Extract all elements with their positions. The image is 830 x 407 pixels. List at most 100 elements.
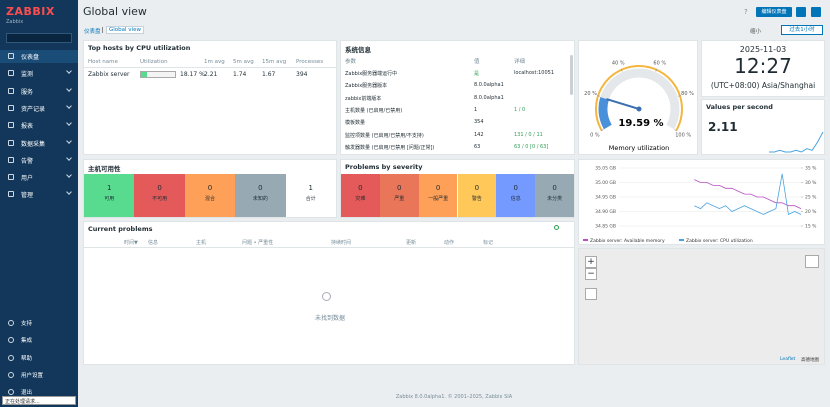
cell: 8.0.0alpha1 [474, 94, 504, 101]
menu-item[interactable]: 支持 [21, 321, 33, 327]
menu-item[interactable]: 资产记录 [21, 105, 46, 113]
cell: Zabbix服务器端运行中 [345, 71, 398, 77]
gauge-scale-label: 20 % [584, 91, 597, 97]
logo[interactable]: ZABBIX [6, 5, 55, 18]
menu-item[interactable]: 仪表盘 [21, 54, 40, 61]
menu-item[interactable]: 退出 [21, 390, 33, 397]
zoom-out[interactable]: − [585, 268, 597, 280]
gauge-tick [674, 129, 678, 132]
column-header: 标记 [483, 240, 494, 246]
clock-widget: 2025-11-03 12:27 (UTC+08:00) Asia/Shanghai [701, 40, 825, 97]
zoom-in[interactable]: + [585, 256, 597, 268]
column-header[interactable]: 时间▼ [124, 240, 138, 246]
menu-item[interactable]: 服务 [21, 88, 34, 96]
widget-title: 主机可用性 [88, 165, 121, 173]
column-header: 问题 • 严重性 [242, 240, 274, 246]
menu-item[interactable]: 管理 [21, 192, 34, 200]
chevron [66, 85, 72, 92]
column-header: 主机 [196, 240, 207, 246]
menu-icon [8, 87, 14, 94]
time-range[interactable]: 过去1小时 [781, 25, 823, 35]
help[interactable]: ? [744, 8, 748, 16]
filter-button[interactable] [805, 255, 819, 268]
chevron [66, 103, 72, 109]
gauge-ring [595, 65, 683, 131]
edit-button[interactable]: 编辑仪表盘 [756, 7, 792, 17]
legend-label: Zabbix server: Available memory [590, 238, 665, 244]
legend-swatch [679, 239, 684, 241]
y2-tick-label: 20 % [805, 209, 817, 215]
column-header: 动作 [444, 240, 455, 246]
cell: 是 [474, 71, 480, 77]
column-header: Processes [296, 59, 324, 65]
menu-icon [8, 389, 14, 396]
divider [84, 67, 336, 68]
cell: 触发器数量 (已启用/已禁用 [问题/正常]) [345, 144, 435, 151]
gauge-scale-label: 40 % [612, 60, 625, 66]
tile: 0 不可用 [134, 174, 185, 217]
column-header: Host name [88, 59, 118, 65]
cell: 63 [474, 143, 481, 150]
vps-value: 2.11 [708, 120, 738, 134]
menu-icon [8, 122, 14, 129]
menu-item[interactable]: 用户设置 [21, 372, 44, 379]
attribution-link[interactable]: Leaflet [780, 357, 796, 362]
legend-swatch [583, 239, 588, 241]
column-header: 信息 [148, 240, 159, 246]
y-tick-label: 35.05 GB [595, 166, 616, 172]
tile: 0 信息 [496, 174, 536, 217]
menu-item[interactable]: 告警 [21, 157, 34, 165]
menu-item[interactable]: 用户 [21, 175, 34, 183]
tile-label: 未分类 [547, 196, 563, 202]
tile-label: 混合 [204, 196, 215, 202]
gauge-scale-label: 60 % [653, 60, 666, 66]
menu-item[interactable]: 集成 [21, 338, 33, 345]
gauge-value-arc [598, 97, 612, 130]
chevron [66, 189, 72, 196]
cell: 63 / 0 [0 / 63] [514, 143, 549, 150]
menu-icon [8, 371, 14, 378]
column-header: 更新 [406, 240, 417, 246]
menu-icon [8, 320, 14, 326]
chevron [66, 68, 72, 75]
zoom-out[interactable]: 缩小 [750, 29, 762, 35]
chevron [66, 172, 72, 178]
tile-label: 可用 [104, 196, 115, 202]
breadcrumb[interactable]: Global view [106, 26, 144, 34]
utilization-fill [141, 72, 148, 77]
gauge-scale-label: 100 % [675, 133, 691, 139]
menu-icon [8, 174, 14, 181]
legend-label: Zabbix server: CPU utilization [686, 238, 753, 244]
series-line [694, 179, 802, 209]
icon-button[interactable] [796, 7, 806, 17]
utilization-bar [140, 71, 176, 78]
y-tick-label: 34.90 GB [595, 209, 616, 215]
cell: 1.67 [262, 71, 276, 78]
problems-by-severity-widget: Problems by severity 0 灾难 0 严重 0 一般严重 0 警告 0 信息 0 未分… [340, 159, 575, 218]
graph-widget: 35.05 GB 35.00 GB 34.95 GB 34.90 GB 34.85 GB… [578, 159, 825, 245]
icon-button[interactable] [811, 7, 821, 17]
cell: 131 / 0 / 11 [514, 131, 543, 138]
cell: Zabbix服务器版本 [345, 83, 388, 90]
settings-icon[interactable] [554, 225, 559, 230]
host-link[interactable]: Zabbix server [88, 71, 130, 78]
y2-tick-label: 35 % [805, 166, 817, 172]
menu-item[interactable]: 数据采集 [21, 140, 46, 148]
breadcrumb[interactable]: 仪表盘 [84, 29, 101, 35]
search-box[interactable] [6, 33, 72, 43]
tile-count: 0 [474, 184, 480, 192]
tile: 1 可用 [84, 174, 135, 217]
values-per-second-widget: Values per second 2.11 [701, 99, 825, 155]
menu-icon [8, 104, 14, 111]
tile-count: 0 [207, 184, 213, 192]
tile-count: 0 [258, 184, 263, 192]
menu-item[interactable]: 报表 [21, 123, 34, 131]
menu-icon [8, 354, 14, 361]
tile: 0 未分类 [535, 174, 574, 217]
menu-item[interactable]: 帮助 [21, 355, 33, 362]
svg: 35.05 GB 35.00 GB 34.95 GB 34.90 GB 34.85 GB… [583, 166, 817, 244]
tile: 0 未知的 [235, 174, 286, 217]
home-button[interactable] [585, 288, 597, 300]
chevron [66, 154, 72, 161]
menu-item[interactable]: 监测 [21, 71, 34, 79]
